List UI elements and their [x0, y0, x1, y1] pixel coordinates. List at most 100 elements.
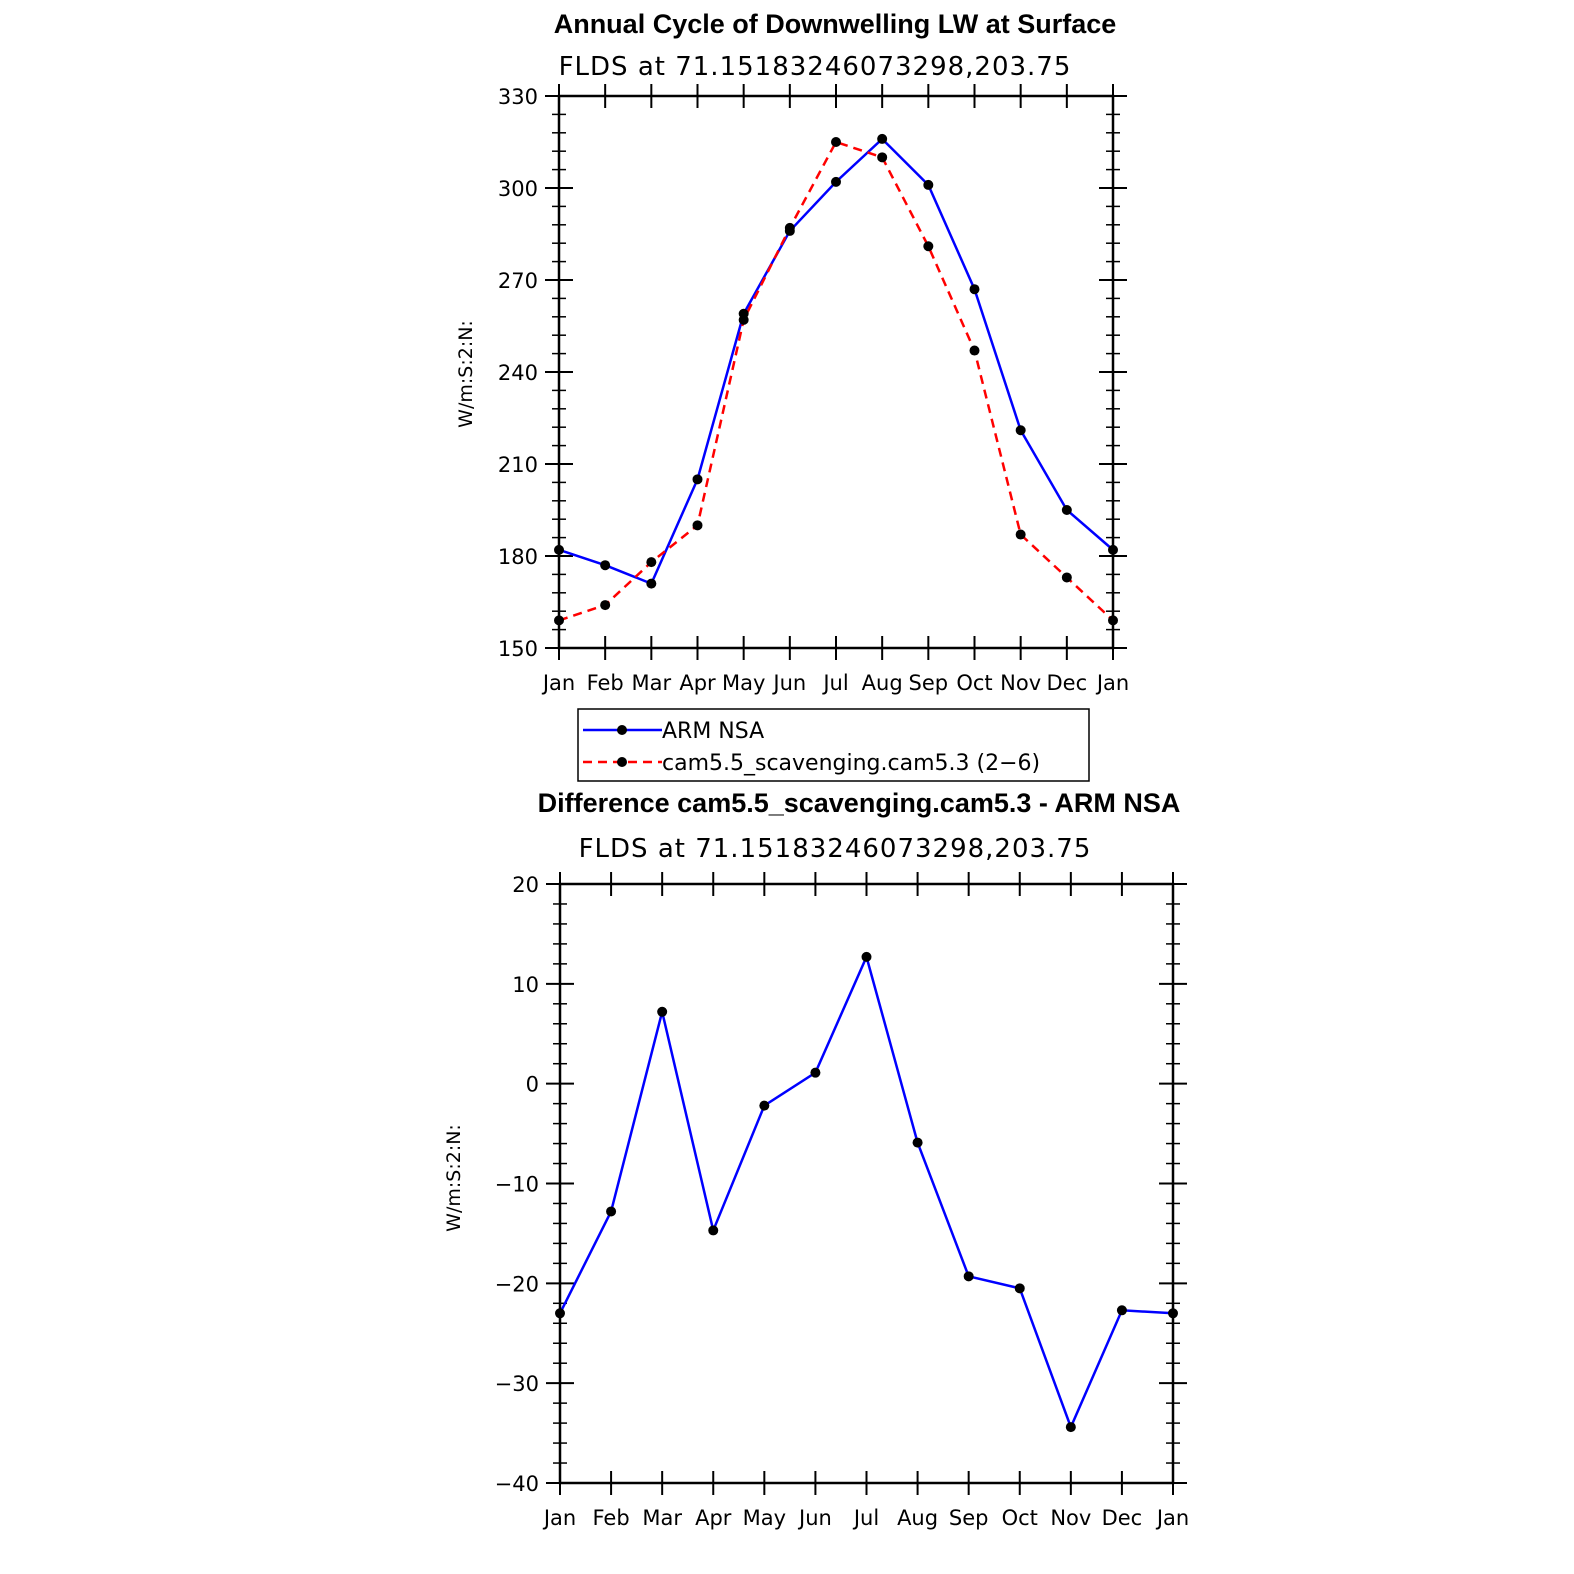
- chart2-series-line-0: [558, 953, 1174, 1431]
- chart1-ytick-label: 330: [498, 85, 538, 109]
- chart1-xtick-label: Aug: [862, 671, 903, 695]
- chart2-axes: −40 −30 −20 −10 0 10 20 Jan Feb Mar Apr May Jun Jul Au…: [495, 872, 1189, 1530]
- chart2-ytick-label: −10: [495, 1173, 539, 1197]
- chart1-xtick-label: Oct: [956, 671, 992, 695]
- chart1-xtick-label: Dec: [1047, 671, 1088, 695]
- chart2-xtick-label: Aug: [897, 1506, 938, 1530]
- chart2-xtick-label: May: [743, 1506, 786, 1530]
- chart2-series: [555, 951, 1178, 1433]
- chart1-ytick-label: 150: [498, 637, 538, 661]
- chart1-point-0: [600, 560, 611, 571]
- chart1-point-1: [1061, 572, 1072, 583]
- chart2-ytick-label: −40: [495, 1472, 539, 1496]
- chart1-title: Annual Cycle of Downwelling LW at Surfac…: [554, 9, 1117, 39]
- chart2-frame: [558, 882, 1175, 1485]
- chart1-xtick-label: Jan: [541, 671, 575, 695]
- chart1-ytick-label: 270: [498, 269, 538, 293]
- chart1-point-1: [600, 600, 611, 611]
- chart2-xtick-label: Apr: [695, 1506, 732, 1530]
- chart2-point-0: [1065, 1422, 1076, 1433]
- chart2-title: Difference cam5.5_scavenging.cam5.3 - AR…: [538, 788, 1181, 818]
- chart1-series: [554, 133, 1118, 626]
- chart1-point-1: [923, 241, 934, 252]
- chart1-point-1: [877, 152, 888, 163]
- chart1-point-1: [554, 615, 564, 626]
- chart1-point-0: [1061, 505, 1072, 515]
- chart1-point-1: [692, 520, 703, 531]
- legend-label-cam: cam5.5_scavenging.cam5.3 (2−6): [662, 751, 1040, 776]
- chart2-ytick-label: −30: [495, 1372, 539, 1396]
- chart2-xtick-label: Jul: [852, 1506, 879, 1530]
- chart2-point-0: [555, 1308, 565, 1319]
- chart1-point-0: [646, 578, 657, 589]
- legend-label-arm: ARM NSA: [662, 719, 764, 744]
- chart2-point-0: [810, 1067, 821, 1078]
- chart1-axes: 150 180 210 240 270 300 330 Jan Feb Mar Apr May Jun J…: [498, 84, 1129, 695]
- chart1-ytick-label: 180: [498, 545, 538, 569]
- chart1-point-0: [554, 544, 564, 555]
- legend-box: [577, 708, 1090, 782]
- chart1-point-1: [969, 345, 980, 356]
- chart1-xtick-label: Jun: [771, 671, 806, 695]
- chart2-xtick-label: Jan: [542, 1506, 576, 1530]
- chart1-point-1: [784, 222, 795, 233]
- chart-annual-cycle: Annual Cycle of Downwelling LW at Surfac…: [455, 9, 1129, 782]
- chart2-point-0: [1168, 1308, 1178, 1319]
- chart1-xtick-label: Jul: [821, 671, 848, 695]
- chart2-point-0: [708, 1225, 719, 1236]
- chart1-point-1: [831, 137, 841, 147]
- chart2-ytick-label: 10: [512, 973, 539, 997]
- chart1-point-1: [738, 314, 749, 325]
- chart2-point-0: [759, 1100, 770, 1111]
- chart2-point-0: [1014, 1283, 1025, 1294]
- chart1-point-1: [1015, 529, 1026, 540]
- chart1-xtick-label: Mar: [632, 671, 672, 695]
- chart1-point-0: [1108, 544, 1118, 555]
- chart1-xtick-label: Jan: [1095, 671, 1129, 695]
- chart1-point-0: [692, 474, 703, 485]
- chart2-point-0: [963, 1271, 974, 1282]
- chart2-xtick-label: Jun: [797, 1506, 832, 1530]
- chart1-series-line-0: [558, 137, 1114, 586]
- chart1-point-1: [646, 557, 657, 568]
- chart1-point-0: [831, 176, 841, 187]
- chart-difference: Difference cam5.5_scavenging.cam5.3 - AR…: [443, 788, 1189, 1530]
- chart2-ylabel: W/m:S:2:N:: [443, 1124, 465, 1232]
- chart1-xtick-label: May: [722, 671, 765, 695]
- chart1-point-0: [923, 179, 934, 190]
- chart1-ytick-label: 210: [498, 453, 538, 477]
- chart1-point-1: [1108, 615, 1118, 626]
- chart1-subtitle: FLDS at 71.15183246073298,203.75: [559, 52, 1072, 82]
- chart1-series-line-1: [558, 140, 1114, 622]
- chart2-xtick-label: Dec: [1102, 1506, 1143, 1530]
- chart2-point-0: [657, 1006, 668, 1017]
- legend-marker-cam: [617, 757, 627, 767]
- chart1-ytick-label: 300: [498, 177, 538, 201]
- chart1-point-0: [1015, 425, 1026, 436]
- chart2-xtick-label: Nov: [1050, 1506, 1091, 1530]
- chart1-ylabel: W/m:S:2:N:: [455, 320, 477, 428]
- chart1-legend: ARM NSA cam5.5_scavenging.cam5.3 (2−6): [577, 708, 1090, 782]
- chart1-xtick-label: Feb: [587, 671, 624, 695]
- chart1-xtick-label: Nov: [1000, 671, 1041, 695]
- chart2-point-0: [912, 1137, 923, 1148]
- chart2-point-0: [1116, 1305, 1127, 1316]
- chart2-xtick-label: Oct: [1002, 1506, 1038, 1530]
- chart2-ytick-label: −20: [495, 1272, 539, 1296]
- chart2-xtick-label: Jan: [1155, 1506, 1189, 1530]
- chart2-xtick-label: Sep: [949, 1506, 989, 1530]
- chart1-xtick-label: Sep: [909, 671, 949, 695]
- chart1-ytick-label: 240: [498, 361, 538, 385]
- chart1-point-0: [877, 133, 888, 144]
- chart2-ytick-label: 0: [526, 1073, 539, 1097]
- chart2-point-0: [861, 951, 872, 962]
- chart2-subtitle: FLDS at 71.15183246073298,203.75: [579, 834, 1092, 864]
- chart2-xtick-label: Mar: [642, 1506, 682, 1530]
- chart2-ytick-label: 20: [512, 873, 539, 897]
- legend-marker-arm: [617, 725, 627, 735]
- chart1-point-0: [969, 284, 980, 295]
- chart1-xtick-label: Apr: [679, 671, 716, 695]
- chart2-xtick-label: Feb: [592, 1506, 629, 1530]
- chart2-point-0: [606, 1206, 617, 1217]
